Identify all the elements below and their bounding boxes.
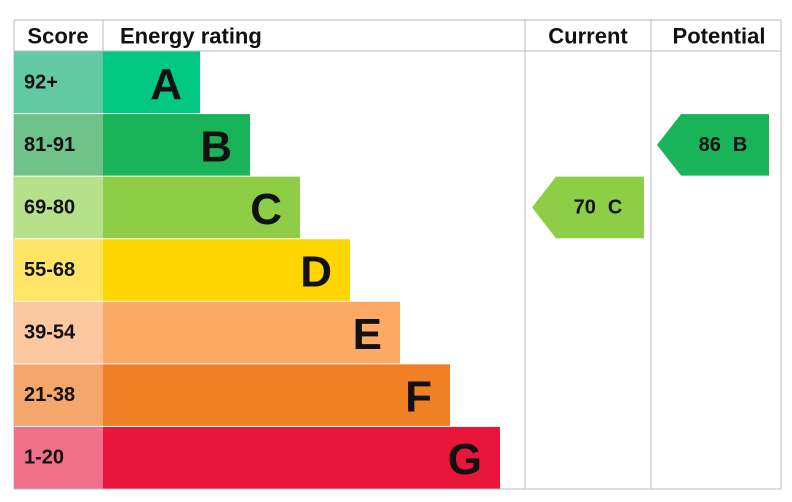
current-value: 70 (574, 196, 596, 218)
rating-letter: A (150, 60, 182, 109)
rating-bar (103, 114, 250, 176)
potential-header: Potential (673, 24, 766, 49)
potential-value: 86 (699, 134, 721, 156)
current-header: Current (548, 24, 628, 49)
score-cell (14, 114, 103, 176)
rating-letter: G (448, 435, 482, 484)
rating-bar (103, 301, 400, 364)
score-cell (14, 426, 103, 489)
score-cell (14, 239, 103, 301)
rating-letter: D (300, 248, 332, 297)
potential-letter: B (733, 134, 747, 156)
rating-letter: C (250, 185, 282, 234)
potential-label: 86 B (699, 134, 748, 156)
rating-letter: E (353, 310, 382, 359)
rating-bar (103, 364, 450, 426)
rating-header: Energy rating (120, 24, 262, 49)
score-label: 39-54 (24, 322, 76, 344)
score-label: 92+ (24, 71, 58, 93)
score-cell (14, 301, 103, 364)
score-label: 69-80 (24, 196, 75, 218)
score-cell (14, 364, 103, 426)
rating-letter: F (405, 373, 432, 422)
potential-arrow (657, 114, 769, 176)
current-letter: C (608, 196, 622, 218)
current-label: 70 C (574, 196, 623, 218)
rating-bar (103, 51, 200, 114)
score-header: Score (27, 24, 88, 49)
score-label: 55-68 (24, 259, 75, 281)
current-arrow (532, 176, 644, 239)
rating-bar (103, 426, 500, 489)
score-cell (14, 176, 103, 239)
rating-letter: B (200, 122, 232, 171)
score-label: 21-38 (24, 384, 75, 406)
score-label: 81-91 (24, 134, 75, 156)
score-cell (14, 51, 103, 114)
rating-bar (103, 176, 300, 239)
rating-bar (103, 239, 350, 301)
score-label: 1-20 (24, 447, 64, 469)
